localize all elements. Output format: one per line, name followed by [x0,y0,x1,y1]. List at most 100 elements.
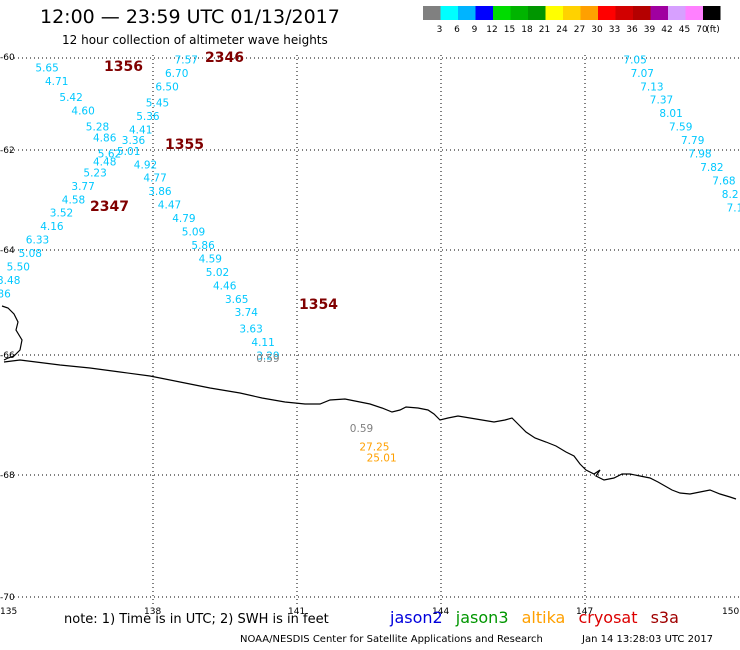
legend-swatch [685,6,703,20]
graticule [10,55,740,605]
wave-height-label: 0.59 [350,423,373,435]
wave-height-label: 5.62 [98,149,121,161]
wave-height-label: 3.86 [148,186,172,198]
legend-swatch [545,6,563,20]
lat-label: -66 [0,351,15,361]
wave-height-label: 5.08 [19,248,42,260]
legend-swatch [703,6,721,20]
legend-swatch [598,6,616,20]
lon-label: 144 [432,607,449,617]
wave-height-label: 3.36 [122,135,146,147]
wave-height-label: 25.01 [367,453,397,465]
legend-label: 18 [521,25,533,35]
legend-swatch [633,6,651,20]
lat-label: -70 [0,593,15,603]
legend-label: (ft) [706,25,720,35]
legend-swatch [510,6,528,20]
pass-time-1354: 1354 [299,297,338,313]
wave-height-label: 7.05 [623,54,646,66]
wave-height-label: 3.77 [71,181,94,193]
legend-label: 45 [679,25,690,35]
pass-time-1356: 1356 [104,59,143,75]
wave-height-label: 5.01 [117,146,140,158]
footer-credit: NOAA/NESDIS Center for Satellite Applica… [240,634,543,645]
legend-label: 33 [609,25,620,35]
legend-label: 36 [626,25,638,35]
wave-height-label: 7.82 [700,162,723,174]
legend-swatch [423,6,441,20]
lon-label: 150 [722,607,739,617]
wave-height-label: 6.70 [165,68,188,80]
wave-height-label: 7.79 [681,135,704,147]
wave-height-label: 4.60 [71,106,94,118]
wave-height-label: 7.98 [688,149,711,161]
legend-swatch [458,6,476,20]
wave-height-label: 4.11 [251,337,274,349]
wave-height-label: 4.79 [172,213,195,225]
lat-label: -68 [0,471,15,481]
wave-height-label: 4.77 [143,173,166,185]
wave-height-label: 3.48 [0,275,20,287]
latitude-labels: -60 -62 -64 -66 -68 -70 [0,53,15,603]
wave-height-label: 3.74 [235,307,259,319]
pass-time-2346: 2346 [205,50,244,66]
wave-height-label: 3.29 [256,350,279,362]
wave-height-label: 8.2 [722,189,739,201]
legend-swatch [580,6,598,20]
wave-height-label: 5.45 [146,97,169,109]
wave-height-label: 7.59 [669,122,692,134]
lon-label: 147 [576,607,593,617]
wave-height-label: 7.68 [712,175,735,187]
wave-height-label: 7.1 [727,202,740,214]
satellite-cryosat: cryosat [578,608,638,627]
wave-height-label: 4.16 [40,221,64,233]
wave-height-label: 5.09 [182,227,205,239]
wave-height-label: 5.65 [35,63,58,75]
longitude-labels: 135 138 141 144 147 150 [0,607,739,617]
legend-label: 12 [486,25,497,35]
wave-height-label: 4.86 [93,132,117,144]
wave-height-label: 4.71 [45,76,68,88]
legend-label: 3 [437,25,443,35]
chart-subtitle: 12 hour collection of altimeter wave hei… [62,33,328,47]
lon-label: 138 [144,607,161,617]
legend-label: 39 [644,25,656,35]
lat-label: -62 [0,146,15,156]
legend-label: 21 [539,25,550,35]
antarctic-coastline [1,305,737,500]
wave-height-label: 4.46 [213,280,237,292]
wave-height-label: 5.28 [86,122,109,134]
legend-swatch [563,6,581,20]
wave-height-label: 3.63 [239,323,262,335]
legend-swatch [493,6,511,20]
wave-height-label: 7.57 [175,54,198,66]
legend-label: 24 [556,25,568,35]
pass-time-1355: 1355 [165,137,204,153]
wave-height-label: 4.58 [62,194,85,206]
satellite-altika: altika [521,608,566,627]
wave-height-label: 7.13 [640,81,663,93]
satellite-jason3: jason3 [455,608,509,627]
wave-height-label: 4.47 [158,200,181,212]
legend-label: 30 [591,25,603,35]
lon-label: 141 [288,607,305,617]
satellite-s3a: s3a [650,608,679,627]
lat-label: -64 [0,246,15,256]
wave-height-label: 5.02 [206,267,229,279]
legend-swatch [475,6,493,20]
legend-label: 9 [472,25,478,35]
pass-time-2347: 2347 [90,199,129,215]
legend-label: 6 [454,25,460,35]
wave-height-label: 5.23 [83,167,106,179]
legend-label: 15 [504,25,515,35]
wave-height-label: 3.52 [50,208,73,220]
wave-height-label: 3.65 [225,294,248,306]
legend-swatch [650,6,668,20]
wave-height-label: 27.25 [359,442,389,454]
footer-note: note: 1) Time is in UTC; 2) SWH is in fe… [64,612,329,627]
wave-height-label: 4.59 [199,253,222,265]
legend-swatch [440,6,458,20]
legend-label: 27 [574,25,585,35]
wave-height-label: 4.86 [0,288,11,300]
